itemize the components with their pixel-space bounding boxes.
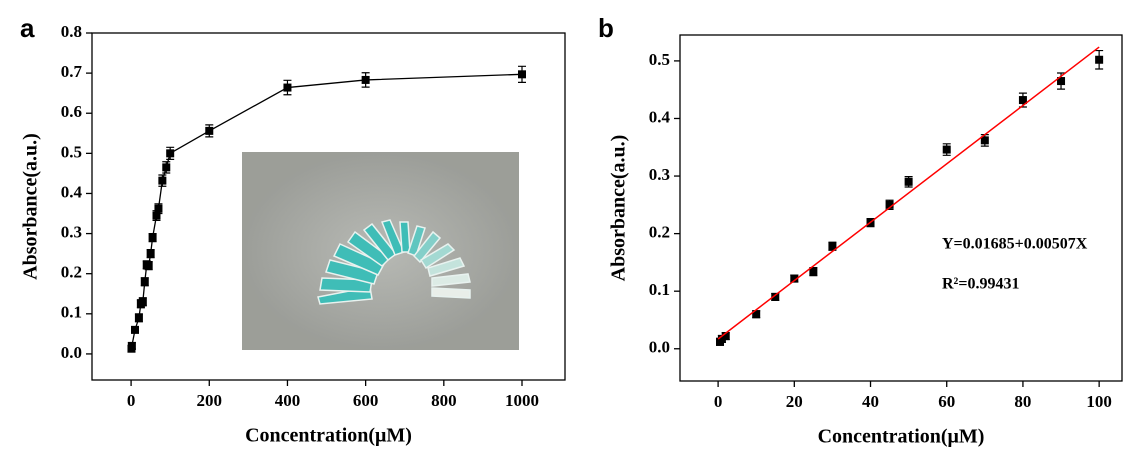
point [162, 163, 171, 172]
point [828, 242, 837, 251]
x-axis-title: Concentration(μM) [245, 425, 412, 447]
y-tick-label: 0.4 [61, 182, 83, 201]
point [361, 75, 370, 84]
y-axis-title: Absorbance(a.u.) [608, 135, 630, 282]
y-tick-label: 0.4 [649, 107, 671, 126]
x-tick-label: 60 [938, 392, 955, 411]
x-tick-label: 20 [786, 392, 803, 411]
y-tick-label: 0.2 [61, 263, 82, 282]
x-tick-label: 0 [714, 392, 723, 411]
point [158, 176, 167, 185]
point [518, 70, 526, 79]
y-tick-label: 0.0 [649, 338, 670, 357]
point [283, 83, 292, 92]
y-tick-label: 0.1 [61, 303, 82, 322]
panel-label: b [598, 13, 614, 43]
plot-frame [91, 32, 566, 381]
point [205, 126, 214, 135]
point [144, 261, 153, 270]
y-tick-label: 0.2 [649, 223, 670, 242]
point [131, 325, 139, 334]
y-tick-label: 0.1 [649, 280, 670, 299]
point [138, 297, 147, 306]
y-axis-title: Absorbance(a.u.) [20, 133, 42, 280]
point [1057, 77, 1066, 86]
point [980, 136, 989, 145]
point [140, 277, 149, 286]
y-tick-label: 0.6 [61, 102, 82, 121]
y-tick-label: 0.8 [61, 22, 82, 41]
y-tick-label: 0.3 [649, 165, 670, 184]
point [127, 341, 136, 350]
point [146, 249, 155, 258]
point [752, 310, 761, 319]
x-tick-label: 800 [431, 391, 457, 410]
x-tick-label: 40 [862, 392, 879, 411]
y-tick-label: 0.7 [61, 62, 83, 81]
x-tick-label: 0 [127, 391, 136, 410]
annotation: Y=0.01685+0.00507X [942, 236, 1088, 253]
y-tick-label: 0.5 [61, 142, 82, 161]
point [771, 292, 780, 301]
x-tick-label: 1000 [505, 391, 539, 410]
point [809, 267, 818, 276]
point [942, 145, 951, 154]
x-axis-title: Concentration(μM) [818, 426, 985, 448]
point [721, 332, 730, 341]
plot-frame [679, 34, 1123, 382]
y-tick-label: 0.3 [61, 222, 82, 241]
point [166, 149, 175, 158]
fit-line [717, 46, 1100, 340]
panel-label: a [20, 13, 35, 43]
inset-photo [242, 152, 519, 350]
point [1018, 96, 1027, 105]
x-tick-label: 100 [1086, 392, 1112, 411]
point [154, 204, 163, 213]
x-tick-label: 400 [275, 391, 301, 410]
x-tick-label: 200 [197, 391, 223, 410]
point [134, 313, 143, 322]
point [790, 274, 799, 283]
x-tick-label: 600 [353, 391, 379, 410]
point [152, 211, 161, 220]
point [1095, 55, 1104, 64]
annotation: R²=0.99431 [942, 276, 1019, 293]
y-tick-label: 0.5 [649, 50, 670, 69]
point [148, 233, 157, 242]
y-tick-label: 0.0 [61, 343, 82, 362]
point [885, 200, 894, 209]
x-tick-label: 80 [1014, 392, 1031, 411]
point [904, 177, 913, 186]
